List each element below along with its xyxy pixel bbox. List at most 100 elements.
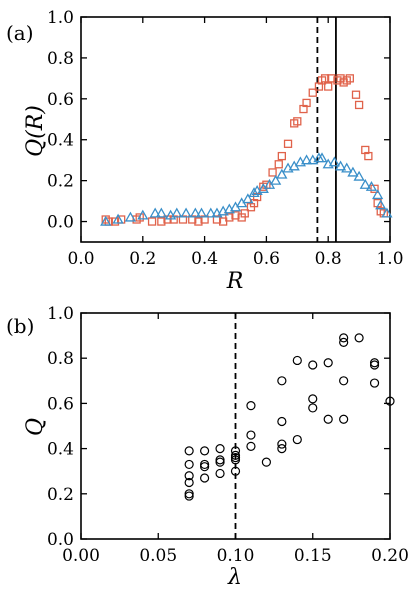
circle-point (339, 376, 349, 386)
triangle-point (328, 156, 340, 167)
x-tick-label: 0.6 (253, 249, 280, 269)
triangle-point (359, 178, 371, 189)
square-point (231, 211, 240, 220)
triangle-point (189, 207, 201, 218)
triangle-point (300, 154, 313, 165)
circle-point (184, 489, 194, 499)
circle-point (339, 414, 349, 424)
y-tick-label: 0.6 (47, 394, 74, 414)
x-tick-label: 0.0 (67, 249, 94, 269)
panel-b-label: (b) (6, 314, 34, 338)
square-point (283, 139, 293, 148)
panel-a-ylabel: Q(R) (23, 105, 48, 157)
square-point (320, 74, 330, 83)
circle-point (230, 466, 241, 476)
panel-a-marks (100, 74, 393, 226)
triangle-point (347, 166, 359, 177)
triangle-point (341, 162, 353, 173)
square-point (345, 74, 354, 83)
panel-b-xlabel: λ (227, 565, 242, 590)
square-point (194, 217, 203, 226)
triangle-point (124, 211, 137, 222)
triangle-point (242, 193, 254, 204)
square-point (354, 100, 364, 110)
triangle-point (205, 207, 217, 218)
triangle-point (372, 189, 384, 200)
y-tick-label: 0.0 (47, 213, 74, 233)
circle-point (200, 473, 210, 483)
x-tick-label: 0.15 (294, 546, 332, 566)
square-point (200, 215, 209, 224)
y-tick-label: 0.0 (47, 530, 74, 550)
square-point (225, 213, 234, 222)
circle-point (184, 477, 194, 488)
y-tick-label: 0.6 (47, 90, 74, 110)
triangle-point (195, 207, 208, 218)
square-point (308, 88, 317, 97)
circle-point (277, 439, 287, 449)
triangle-point (155, 207, 167, 218)
triangle-point (381, 207, 393, 218)
triangle-point (100, 215, 112, 226)
y-tick-label: 1.0 (47, 304, 74, 324)
circle-point (323, 414, 333, 424)
y-tick-label: 0.2 (47, 485, 74, 505)
triangle-point (270, 174, 282, 185)
panel-a-label: (a) (6, 21, 34, 45)
square-point (212, 215, 222, 224)
x-tick-label: 0.2 (129, 249, 156, 269)
panel-b-ylabel: Q (23, 418, 48, 436)
circle-point (246, 441, 256, 451)
panel-b: (b) 0.00 0.05 0.10 0.15 0.20 0.0 0.2 0.4 0.6 0.8 1… (6, 304, 409, 590)
circle-point (308, 403, 318, 413)
x-tick-label: 0.20 (371, 546, 409, 566)
triangle-point (180, 207, 192, 218)
circle-point (246, 430, 256, 440)
circle-point (246, 401, 256, 411)
triangle-point (316, 152, 328, 163)
circle-point (292, 355, 302, 366)
circle-point (215, 468, 225, 479)
x-tick-label: 0.05 (139, 546, 177, 566)
circle-point (184, 459, 194, 470)
circle-point (261, 457, 271, 467)
square-point (293, 117, 302, 126)
square-point (302, 98, 311, 108)
y-tick-label: 0.4 (47, 131, 74, 151)
triangle-point (171, 207, 183, 218)
panel-a: (a) 0.0 0.2 0.4 0.6 0.8 1.0 0.0 0.2 0.4 0.6 0.8 1.0… (6, 8, 404, 294)
circle-point (339, 333, 349, 343)
y-tick-label: 0.8 (47, 49, 74, 69)
square-point (351, 90, 361, 99)
triangle-point (334, 160, 347, 171)
triangle-point (276, 168, 288, 179)
square-point (364, 151, 373, 161)
y-tick-label: 0.4 (47, 440, 74, 460)
circle-point (230, 446, 241, 456)
circle-point (339, 337, 349, 347)
panel-a-ticks: 0.0 0.2 0.4 0.6 0.8 1.0 0.0 0.2 0.4 0.6 0.8 1.0 (47, 8, 404, 269)
square-point (324, 82, 333, 91)
circle-point (230, 450, 241, 460)
square-point (370, 184, 379, 193)
y-tick-label: 1.0 (47, 8, 74, 28)
x-tick-label: 0.00 (62, 546, 100, 566)
square-point (147, 217, 157, 226)
circle-point (215, 444, 225, 454)
x-tick-label: 0.8 (315, 249, 342, 269)
panel-b-marks (184, 333, 395, 501)
x-tick-label: 1.0 (376, 249, 403, 269)
circle-point (277, 416, 287, 427)
y-tick-label: 0.2 (47, 172, 74, 192)
triangle-point (248, 187, 260, 198)
panel-a-frame (80, 16, 391, 243)
circle-point (277, 376, 287, 386)
triangle-point (375, 199, 387, 210)
circle-point (308, 394, 318, 404)
circle-point (200, 446, 210, 456)
triangle-point (149, 207, 161, 218)
square-point (110, 217, 120, 226)
square-point (277, 151, 287, 161)
square-point (327, 74, 336, 83)
circle-point (292, 434, 302, 445)
